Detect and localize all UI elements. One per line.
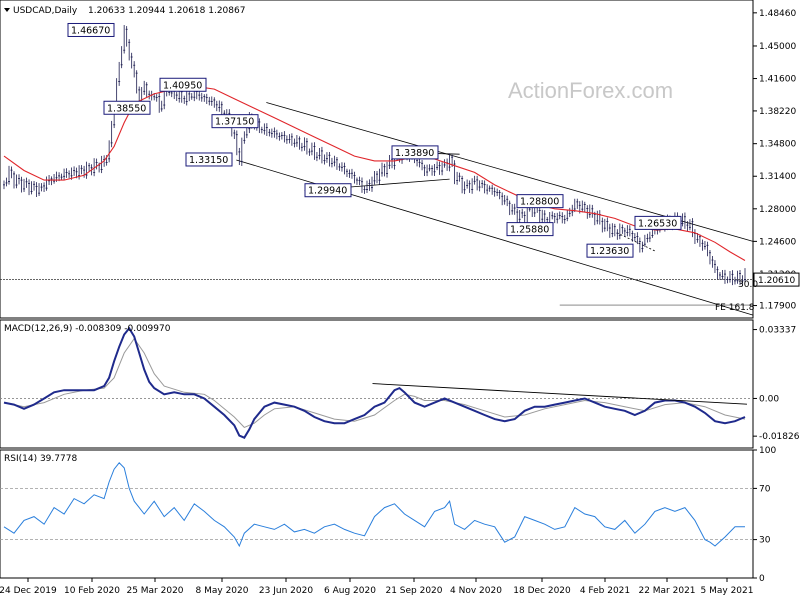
price-label-text: 1.28800: [520, 197, 559, 208]
price-label-text: 1.33890: [395, 148, 434, 159]
x-tick-label: 10 Feb 2020: [64, 586, 120, 596]
x-axis: 24 Dec 2019 10 Feb 2020 25 Mar 2020 8 May 2…: [0, 578, 753, 596]
rsi-layer: 100 70 30 0: [0, 446, 776, 584]
price-label-text: 1.26530: [638, 218, 677, 229]
x-tick-label: 4 Nov 2020: [450, 586, 502, 596]
price-label: 1.26530: [634, 215, 682, 230]
price-tick-label: 1.28000: [759, 205, 796, 215]
rsi-tick-label: 30: [759, 536, 771, 546]
price-tick-label: 1.17900: [759, 302, 796, 312]
price-label-text: 1.25880: [510, 225, 549, 236]
price-tick-label: 1.38220: [759, 107, 796, 117]
collapse-arrow-icon[interactable]: [4, 8, 10, 12]
price-label-box: [516, 194, 564, 209]
price-tick-label: 1.31400: [759, 172, 796, 182]
current-price-tag: 1.20610: [753, 272, 800, 287]
price-label: 1.46670: [67, 22, 115, 37]
price-label-box: [185, 152, 233, 167]
price-label-box: [634, 215, 682, 230]
price-label: 1.29940: [304, 183, 352, 198]
price-label-box: [67, 22, 115, 37]
price-tick-label: 1.41600: [759, 75, 796, 85]
x-tick-label: 22 Mar 2021: [638, 586, 695, 596]
price-label: 1.33890: [391, 145, 439, 160]
price-label-text: 1.33150: [189, 155, 228, 166]
price-label: 1.25880: [506, 222, 554, 237]
current-price-text: 1.20610: [758, 276, 795, 286]
current-price-box: [753, 272, 800, 287]
price-label-text: 1.37150: [215, 117, 254, 128]
x-tick-label: 18 Dec 2020: [513, 586, 571, 596]
fib-30-label: 30.0: [738, 280, 758, 290]
macd-title: MACD(12,26,9) -0.008309 -0.009970: [4, 324, 171, 334]
price-tick-label: 1.45000: [759, 42, 796, 52]
x-tick-label: 5 May 2021: [701, 586, 754, 596]
fib-1618-label: FE 161.8: [715, 303, 755, 313]
price-label-text: 1.46670: [71, 25, 110, 36]
macd-tick-label: 0.00: [759, 394, 779, 404]
rsi-panel: [0, 449, 754, 579]
x-tick-label: 4 Feb 2021: [580, 586, 630, 596]
watermark: ActionForex.com: [508, 78, 673, 103]
x-tick-label: 25 Mar 2020: [126, 586, 183, 596]
macd-tick-label: -0.018262: [759, 432, 800, 442]
macd-layer: 0.03337 0.00 -0.018262: [0, 326, 800, 442]
price-label-box: [103, 100, 151, 115]
rsi-tick-label: 0: [759, 574, 765, 584]
price-labels: 1.46670 1.40950 1.38550 1.37150 1.33150 1.299…: [67, 22, 800, 287]
price-tick-label: 1.48460: [759, 9, 796, 19]
moving-average-line: [3, 85, 746, 261]
macd-tick-label: 0.03337: [759, 326, 796, 336]
price-label: 1.28800: [516, 194, 564, 209]
rsi-tick-label: 70: [759, 484, 771, 494]
price-label: 1.23630: [586, 243, 634, 258]
rsi-title: RSI(14) 39.7778: [4, 454, 77, 464]
x-tick-label: 21 Sep 2020: [385, 586, 442, 596]
price-axis: 1.48460 1.45000 1.41600 1.38220 1.34800 1.314…: [753, 9, 796, 312]
price-label: 1.33150: [185, 152, 233, 167]
price-label-box: [586, 243, 634, 258]
price-label-text: 1.23630: [590, 246, 629, 257]
x-tick-label: 24 Dec 2019: [0, 586, 57, 596]
ohlc-values: 1.20633 1.20944 1.20618 1.20867: [88, 6, 245, 16]
price-label-text: 1.40950: [163, 80, 202, 91]
price-label-box: [159, 77, 207, 92]
price-label-box: [304, 183, 352, 198]
dashed-line: [616, 232, 656, 252]
price-panel: [0, 0, 754, 319]
price-tick-label: 1.24600: [759, 237, 796, 247]
symbol-label: USDCAD,Daily: [13, 6, 78, 16]
x-tick-label: 6 Aug 2020: [324, 586, 376, 596]
price-label-box: [211, 114, 259, 129]
price-label: 1.40950: [159, 77, 207, 92]
price-tick-label: 1.34800: [759, 140, 796, 150]
macd-line: [3, 326, 746, 439]
price-label-box: [391, 145, 439, 160]
price-label-text: 1.29940: [308, 186, 347, 197]
price-label-text: 1.38550: [107, 103, 146, 114]
rsi-line: [3, 462, 745, 548]
x-tick-label: 23 Jun 2020: [259, 586, 313, 596]
x-tick-label: 8 May 2020: [196, 586, 249, 596]
header: USDCAD,Daily 1.20633 1.20944 1.20618 1.2…: [4, 6, 245, 16]
price-series: [3, 25, 746, 286]
price-label: 1.37150: [211, 114, 259, 129]
price-label: 1.38550: [103, 100, 151, 115]
rsi-tick-label: 100: [759, 446, 776, 456]
macd-trendline: [372, 383, 748, 405]
price-label-box: [506, 222, 554, 237]
